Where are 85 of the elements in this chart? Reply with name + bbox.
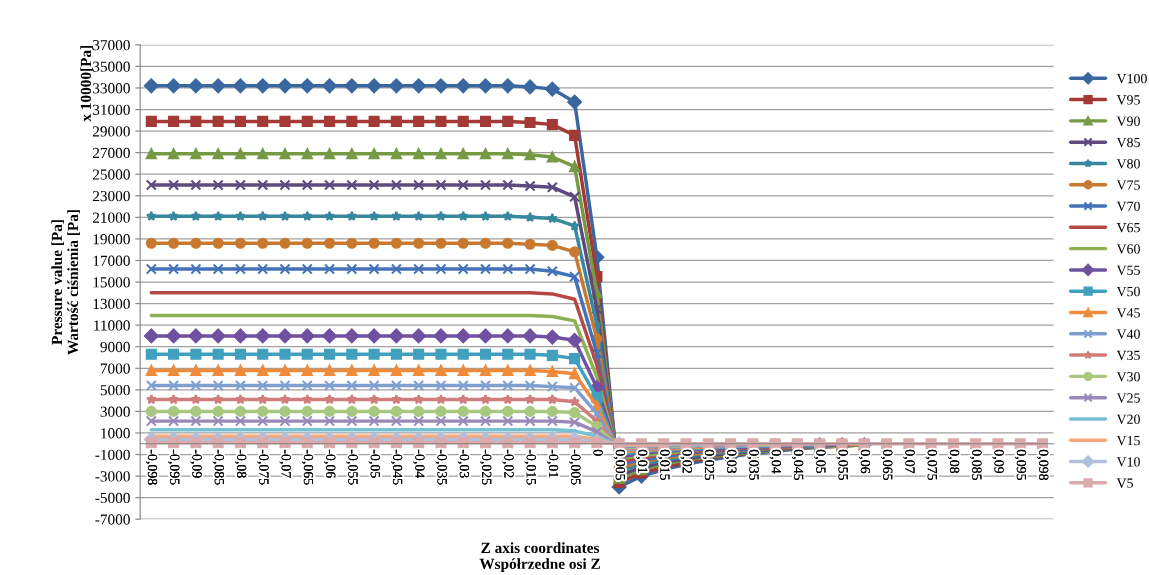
text: x 10000[Pa]: [80, 45, 93, 122]
x-tick-label: -0,015: [524, 449, 536, 485]
y-tick-label: 29000: [92, 126, 130, 137]
legend-label: V65: [1116, 222, 1140, 233]
y-tick-label: 37000: [92, 39, 130, 51]
legend-label: V100: [1116, 73, 1147, 84]
x-tick-label: 0,055: [836, 449, 848, 481]
y-tick-label: 3000: [100, 406, 130, 417]
x-tick-label: 0,075: [925, 449, 937, 481]
x-tick-label: -0,02: [502, 449, 514, 478]
x-tick-label: 0,065: [881, 449, 893, 481]
x-tick-label: 0: [593, 449, 603, 456]
y-tick-label: 35000: [92, 61, 130, 72]
x-tick-label: -0,06: [324, 449, 336, 478]
x-tick-label: -0,045: [390, 449, 403, 485]
x-tick-label: 0,04: [769, 449, 782, 474]
x-tick-label: -0,055: [346, 449, 358, 485]
x-tick-label: 0,045: [791, 449, 804, 481]
x-tick-label: 0,085: [970, 449, 982, 481]
x-tick-label: -0,098: [145, 449, 158, 485]
legend-label: V45: [1116, 308, 1140, 318]
x-tick-label: 0,01: [635, 449, 648, 473]
legend-label: V70: [1116, 201, 1140, 212]
y-axis-title: Pressure value [Pa] Wartość ciśnienia [Pa]: [51, 210, 80, 355]
y-tick-label: 15000: [93, 277, 130, 288]
x-tick-label: 0,07: [903, 449, 915, 474]
y-tick-label: 13000: [93, 298, 130, 310]
x-tick-label: -0,035: [435, 449, 447, 485]
y-tick-label: 21000: [92, 212, 130, 223]
y-tick-label: 33000: [92, 83, 130, 94]
x-tick-label: -0,07: [279, 449, 291, 478]
legend-label: V10: [1116, 457, 1140, 467]
y-tick-label: 9000: [100, 341, 130, 353]
x-tick-label: -0,03: [457, 449, 470, 478]
x-tick-label: -0,095: [168, 449, 180, 485]
legend-label: V60: [1116, 244, 1140, 254]
y-tick-label: 31000: [92, 104, 130, 115]
x-tick-label: 0,025: [702, 449, 715, 481]
y-tick-label: -7000: [95, 514, 130, 525]
legend-label: V20: [1116, 414, 1140, 425]
y-tick-label: 17000: [93, 255, 130, 266]
x-tick-label: 0,09: [992, 449, 1004, 474]
x-tick-label: -0,085: [212, 449, 225, 485]
y-tick-label: 7000: [100, 363, 130, 374]
x-tick-label: -0,01: [546, 449, 559, 478]
legend-label: V40: [1116, 329, 1140, 339]
x-tick-label: -0,05: [368, 449, 381, 478]
legend-label: V85: [1116, 137, 1140, 148]
y-tick-label: 27000: [92, 147, 130, 159]
y-tick-label: 23000: [92, 190, 130, 202]
x-tick-label: -0,065: [301, 449, 314, 485]
legend-label: V35: [1116, 350, 1140, 361]
legend-label: V95: [1116, 95, 1140, 105]
x-tick-label: 0,095: [1014, 449, 1027, 481]
x-tick-label: -0,08: [234, 449, 247, 478]
y-tick-label: 25000: [92, 169, 130, 180]
x-tick-label: 0,05: [814, 449, 826, 474]
x-tick-label: 0,06: [858, 449, 871, 474]
x-axis-title: Z axis coordinates Współrzedne osi Z: [479, 542, 600, 573]
x-tick-label: -0,025: [480, 449, 492, 485]
y-tick-label: 5000: [100, 384, 130, 396]
legend-label: V25: [1116, 393, 1140, 403]
legend-label: V55: [1116, 265, 1140, 275]
x-tick-label: 0,08: [947, 449, 960, 474]
y-tick-label: -5000: [95, 492, 130, 504]
legend-label: V75: [1116, 180, 1140, 190]
legend-label: V80: [1116, 159, 1140, 169]
y-tick-label: -3000: [95, 471, 130, 482]
x-tick-label: 0,098: [1037, 449, 1049, 481]
x-tick-label: -0,09: [190, 449, 202, 478]
x-tick-label: -0,005: [569, 449, 581, 485]
legend-label: V90: [1116, 116, 1140, 126]
legend-label: V30: [1116, 371, 1140, 382]
y-tick-label: 11000: [94, 320, 130, 331]
legend-label: V50: [1116, 286, 1140, 297]
x-tick-label: 0,03: [725, 449, 737, 474]
legend-label: V5: [1116, 478, 1133, 488]
x-tick-label: -0,04: [413, 449, 425, 479]
y-tick-label: 1000: [101, 428, 130, 439]
x-tick-label: -0,075: [257, 449, 269, 485]
y-tick-label: -1000: [95, 449, 130, 460]
x-tick-label: 0,02: [680, 449, 692, 473]
y-tick-label: 19000: [93, 234, 130, 245]
legend-label: V15: [1116, 435, 1140, 446]
x-tick-label: 0,005: [613, 449, 626, 481]
